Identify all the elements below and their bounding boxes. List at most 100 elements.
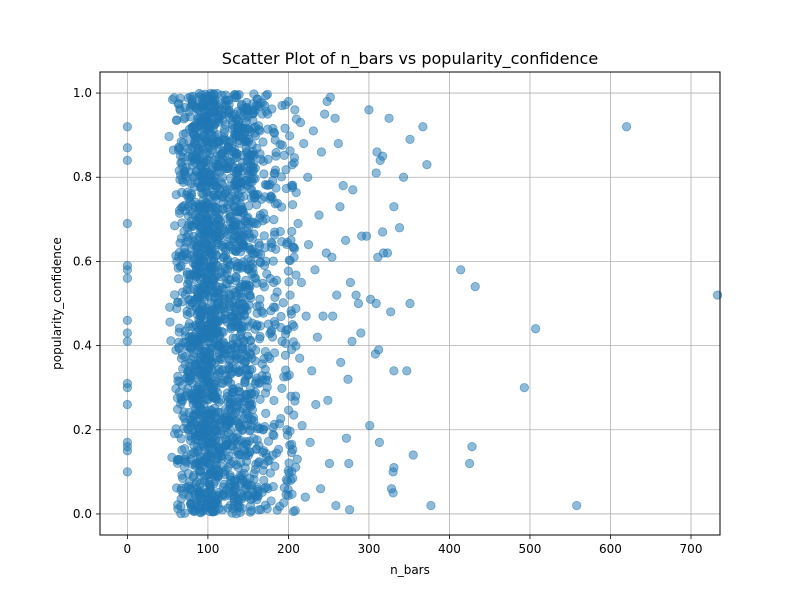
data-point [196, 415, 206, 425]
data-point [223, 438, 233, 448]
data-point [200, 347, 210, 357]
data-point [190, 131, 200, 141]
data-point [247, 259, 257, 269]
data-point [198, 207, 208, 217]
data-point [310, 265, 320, 275]
data-point [193, 293, 203, 303]
y-tick-label: 1.0 [73, 86, 92, 100]
data-point [283, 266, 293, 276]
data-point [405, 134, 415, 144]
data-point [408, 450, 418, 460]
data-point [192, 370, 202, 380]
x-tick-label: 500 [519, 542, 542, 556]
data-point [183, 481, 194, 491]
data-point [263, 319, 274, 329]
y-axis-ticks: 0.0 0.2 0.4 0.6 0.8 1.0 [73, 86, 100, 521]
data-point [202, 502, 212, 512]
data-point [212, 250, 222, 261]
data-point [171, 424, 181, 434]
data-point [219, 430, 229, 440]
data-point [220, 349, 230, 359]
data-point [284, 458, 294, 468]
data-point [199, 130, 209, 140]
data-point [187, 142, 197, 152]
data-point [318, 311, 328, 321]
data-point [268, 422, 278, 433]
data-point [345, 505, 355, 515]
y-tick-label: 0.0 [73, 507, 92, 521]
data-point [180, 391, 190, 402]
data-point [178, 138, 189, 148]
data-point [223, 397, 233, 407]
y-tick-label: 0.2 [73, 423, 92, 437]
data-point [199, 189, 209, 199]
data-point [231, 220, 241, 230]
data-point [176, 508, 186, 519]
data-point [178, 177, 188, 187]
data-point [277, 100, 287, 111]
data-point [257, 306, 267, 316]
data-point [234, 502, 244, 512]
data-point [231, 484, 241, 494]
data-point [173, 500, 183, 510]
data-point [253, 424, 263, 434]
data-point [287, 489, 297, 499]
data-point [225, 157, 236, 167]
data-point [122, 265, 132, 275]
data-point [211, 328, 221, 338]
data-point [197, 301, 208, 311]
y-tick-label: 0.4 [73, 339, 92, 353]
data-point [195, 224, 206, 234]
data-point [343, 374, 353, 384]
data-point [259, 169, 269, 179]
data-point [214, 231, 224, 241]
data-point [336, 357, 346, 368]
data-point [314, 210, 324, 220]
data-point [261, 91, 271, 101]
data-point [254, 241, 265, 251]
data-point [305, 437, 315, 447]
data-point [227, 136, 237, 146]
data-point [234, 394, 244, 404]
data-point [320, 109, 330, 119]
data-point [239, 322, 249, 332]
data-point [365, 294, 376, 304]
data-point [194, 232, 204, 242]
data-point [198, 380, 208, 390]
data-point [122, 399, 132, 410]
data-point [331, 500, 341, 511]
data-point [258, 156, 268, 166]
data-point [284, 255, 294, 265]
data-point [226, 406, 236, 416]
data-point [183, 152, 193, 162]
data-point [276, 413, 286, 424]
data-point [621, 122, 632, 132]
data-point [519, 383, 529, 393]
data-point [174, 145, 184, 155]
data-point [275, 226, 285, 237]
data-point [231, 92, 241, 103]
data-point [281, 165, 291, 175]
data-point [184, 318, 195, 329]
data-point [237, 205, 247, 215]
data-point [270, 135, 280, 145]
data-point [386, 307, 396, 317]
data-point [330, 113, 340, 123]
data-point [467, 442, 477, 452]
data-point [209, 155, 219, 165]
data-point [249, 229, 259, 239]
data-point [322, 96, 332, 107]
data-point [164, 131, 174, 142]
data-point [184, 219, 194, 230]
data-point [213, 407, 223, 417]
data-point [186, 190, 197, 201]
data-point [291, 462, 301, 472]
data-point [188, 472, 198, 482]
data-point [286, 391, 296, 401]
data-point [229, 342, 239, 353]
data-point [311, 399, 321, 410]
data-point [206, 314, 216, 324]
data-point [122, 446, 132, 456]
data-point [426, 500, 436, 511]
